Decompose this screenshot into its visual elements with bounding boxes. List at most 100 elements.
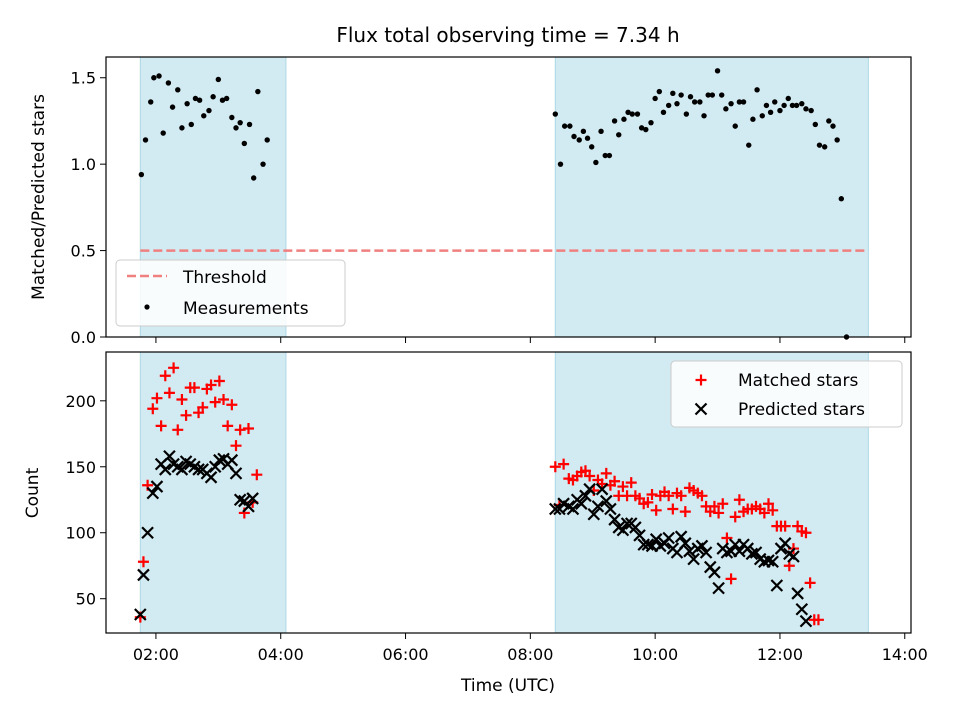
measurement-point — [260, 161, 266, 167]
measurement-point — [754, 87, 760, 93]
measurement-point — [206, 107, 212, 114]
predicted-point — [242, 500, 255, 513]
measurement-point — [808, 107, 814, 114]
measurement-point — [169, 104, 176, 110]
measurement-point — [670, 90, 676, 96]
matched-point — [558, 458, 570, 470]
predicted-point — [778, 537, 792, 550]
predicted-point — [137, 568, 150, 582]
measurement-point — [179, 125, 185, 131]
measurement-point — [567, 123, 573, 129]
measurement-point — [138, 171, 145, 178]
predicted-point — [791, 587, 804, 600]
measurement-point — [602, 152, 608, 159]
measurement-point — [697, 99, 703, 105]
measurement-point — [557, 161, 564, 167]
predicted-point — [629, 521, 642, 534]
y-tick-label: 1.0 — [71, 155, 96, 174]
measurement-point — [616, 132, 622, 138]
measurement-point — [621, 116, 627, 122]
matched-point — [650, 504, 662, 516]
measurement-point — [250, 175, 257, 181]
predicted-point — [246, 492, 259, 505]
ratio-legend-box — [115, 259, 346, 327]
predicted-point — [579, 489, 592, 503]
predicted-point — [213, 453, 226, 467]
measurement-point — [665, 102, 672, 109]
predicted-point — [674, 530, 688, 543]
measurement-point — [705, 92, 711, 98]
measurement-point — [184, 100, 190, 107]
matched-point — [609, 475, 621, 487]
measurement-point — [772, 99, 778, 105]
measurement-point — [767, 109, 774, 116]
measurement-point — [750, 116, 756, 122]
count-x-ticks: 02:00 04:00 06:00 08:00 10:00 12:00 14:00 — [133, 633, 928, 664]
measurement-point — [223, 95, 230, 102]
predicted-legend-label: Predicted stars — [738, 400, 865, 420]
matched-point — [205, 379, 217, 391]
measurement-point — [160, 130, 166, 136]
x-tick-label: 14:00 — [882, 645, 928, 664]
predicted-point — [599, 494, 613, 508]
measurement-point — [714, 68, 721, 74]
matched-point — [696, 490, 708, 502]
predicted-point — [745, 547, 759, 561]
predicted-point — [712, 581, 725, 595]
matched-point — [222, 420, 234, 432]
measurement-point — [648, 119, 654, 126]
measurement-point — [634, 111, 641, 117]
measurement-point — [165, 80, 172, 86]
predicted-point — [595, 482, 609, 496]
matched-point — [713, 507, 725, 519]
y-tick-label: 0.0 — [71, 328, 96, 347]
predicted-point — [649, 533, 663, 546]
ratio-legend: Threshold Measurements — [115, 259, 346, 327]
predicted-point — [583, 482, 596, 496]
predicted-point — [587, 507, 601, 521]
threshold-legend-label: Threshold — [182, 268, 267, 288]
matched-point — [663, 490, 675, 502]
matched-point — [717, 498, 729, 510]
x-tick-label: 02:00 — [133, 645, 179, 664]
measurement-point — [142, 137, 149, 143]
ratio-y-label: Matched/Predicted stars — [29, 94, 49, 300]
matched-point — [168, 362, 180, 374]
matched-point — [675, 490, 687, 502]
measurement-point — [151, 75, 157, 81]
matched-point — [159, 370, 171, 382]
observing-windows — [139, 57, 869, 337]
count-legend: Matched stars Predicted stars — [670, 360, 903, 428]
matched-point — [226, 399, 238, 411]
measurement-point — [826, 118, 832, 124]
measurement-point — [571, 133, 577, 140]
predicted-point — [616, 523, 630, 537]
predicted-point — [549, 502, 562, 516]
predicted-point — [575, 497, 588, 510]
measurement-point — [255, 88, 261, 95]
measurement-point — [188, 121, 194, 128]
measurements-legend-label: Measurements — [183, 299, 309, 319]
matched-point — [218, 393, 230, 405]
predicted-point — [566, 502, 580, 516]
predicted-point — [608, 513, 621, 526]
matched-point — [667, 503, 679, 515]
x-tick-label: 12:00 — [757, 645, 803, 664]
predicted-point — [679, 537, 692, 550]
predicted-point — [620, 517, 634, 530]
measurement-point — [643, 126, 649, 133]
measurement-point — [821, 144, 828, 150]
measurement-point — [246, 121, 253, 128]
matched-point — [733, 494, 745, 506]
x-axis-label: Time (UTC) — [460, 676, 555, 696]
predicted-point — [683, 544, 696, 558]
measurement-point — [785, 95, 791, 102]
measurement-point — [793, 102, 800, 109]
measurement-point — [732, 123, 738, 129]
predicted-legend-marker — [694, 402, 708, 416]
measurement-point — [740, 99, 747, 105]
predicted-point — [233, 493, 247, 507]
matched-point — [197, 401, 209, 413]
measurement-point — [576, 137, 582, 143]
